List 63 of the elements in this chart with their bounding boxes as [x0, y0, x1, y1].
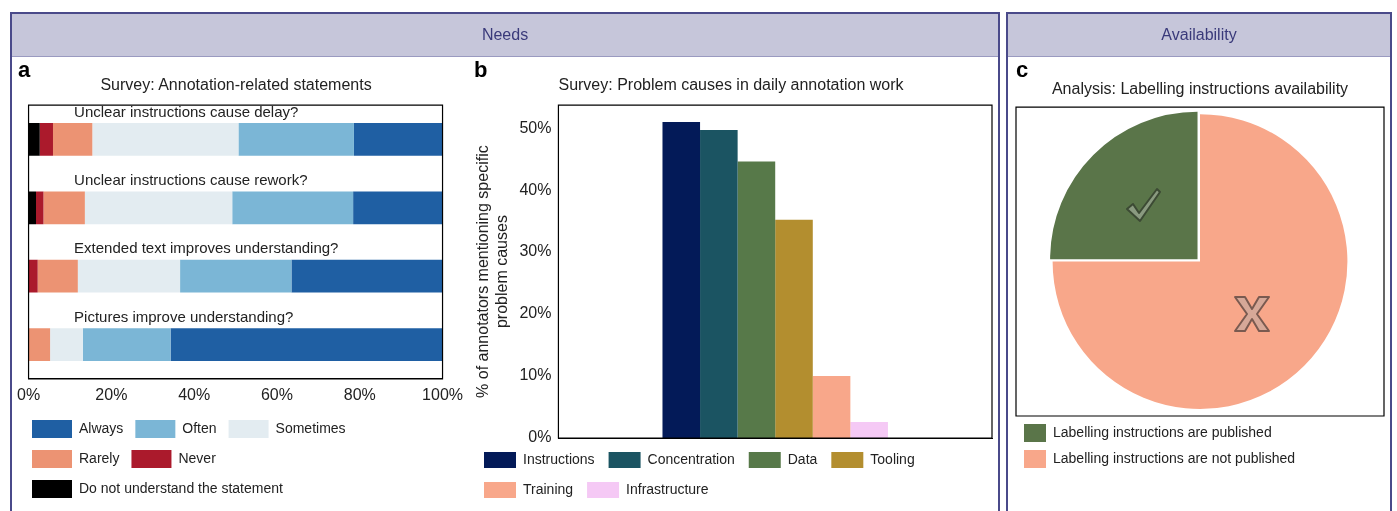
- bar: [84, 191, 233, 225]
- bar: [28, 328, 51, 362]
- bar: [353, 191, 443, 225]
- text: Needs: [12, 14, 998, 57]
- y-tick-label: 30%: [519, 242, 552, 260]
- bar: [238, 122, 354, 156]
- legend-label: Labelling instructions are published: [1053, 423, 1272, 440]
- bar: [812, 376, 851, 438]
- bar: [37, 259, 78, 293]
- y-tick-label: Pictures improve understanding?: [74, 307, 294, 325]
- legend-label: Concentration: [647, 450, 735, 467]
- y-axis-title: % of annotators mentioning specific problem causes: [474, 145, 511, 398]
- bar: [43, 191, 85, 225]
- bar: [850, 421, 888, 438]
- y-tick-label: 40%: [519, 180, 552, 198]
- bar: [50, 328, 83, 362]
- chart-title: Analysis: Labelling instructions availability: [1051, 80, 1349, 98]
- bar: [28, 259, 38, 293]
- y-tick-label: 50%: [519, 118, 552, 136]
- text: a: [18, 57, 31, 82]
- bar: [232, 191, 354, 225]
- x-tick-label: 20%: [95, 385, 128, 403]
- legend-label: Instructions: [523, 450, 595, 467]
- x-tick-label: 60%: [260, 385, 293, 403]
- legend-label: Labelling instructions are not published: [1053, 449, 1296, 466]
- chart-title: Survey: Annotation-related statements: [100, 76, 372, 94]
- text: b: [474, 57, 488, 82]
- legend-label: Rarely: [79, 449, 120, 466]
- legend-label: Do not understand the statement: [79, 479, 284, 496]
- y-tick-label: 0%: [528, 428, 552, 446]
- text: c: [1016, 57, 1029, 82]
- legend-label: Infrastructure: [626, 480, 709, 497]
- legend-label: Never: [178, 449, 217, 466]
- bar: [82, 328, 171, 362]
- bar: [52, 122, 93, 156]
- x-tick-label: 100%: [422, 385, 463, 403]
- legend-label: Sometimes: [275, 419, 346, 436]
- bar: [170, 328, 443, 362]
- bar: [36, 191, 44, 225]
- y-tick-label: Extended text improves understanding?: [74, 239, 339, 257]
- y-tick-label: 10%: [519, 366, 552, 384]
- legend-label: Tooling: [870, 450, 915, 467]
- bar: [737, 161, 776, 438]
- bar: [662, 121, 701, 438]
- bar: [291, 259, 443, 293]
- bar: [92, 122, 239, 156]
- bar: [353, 122, 443, 156]
- bar: [775, 219, 813, 438]
- legend-label: Training: [523, 480, 574, 497]
- legend-label: Often: [182, 419, 217, 436]
- legend-label: Always: [79, 419, 124, 436]
- bar: [77, 259, 181, 293]
- x-tick-label: 0%: [17, 385, 41, 403]
- legend-label: Data: [787, 450, 818, 467]
- x-tick-label: 80%: [343, 385, 376, 403]
- chart-title: Survey: Problem causes in daily annotation work: [558, 76, 905, 94]
- text: Availability: [1008, 14, 1390, 57]
- bar: [700, 129, 738, 438]
- bar: [180, 259, 292, 293]
- bar: [39, 122, 53, 156]
- y-tick-label: Unclear instructions cause rework?: [74, 171, 308, 189]
- y-tick-label: 20%: [519, 304, 552, 322]
- y-tick-label: Unclear instructions cause delay?: [74, 102, 299, 120]
